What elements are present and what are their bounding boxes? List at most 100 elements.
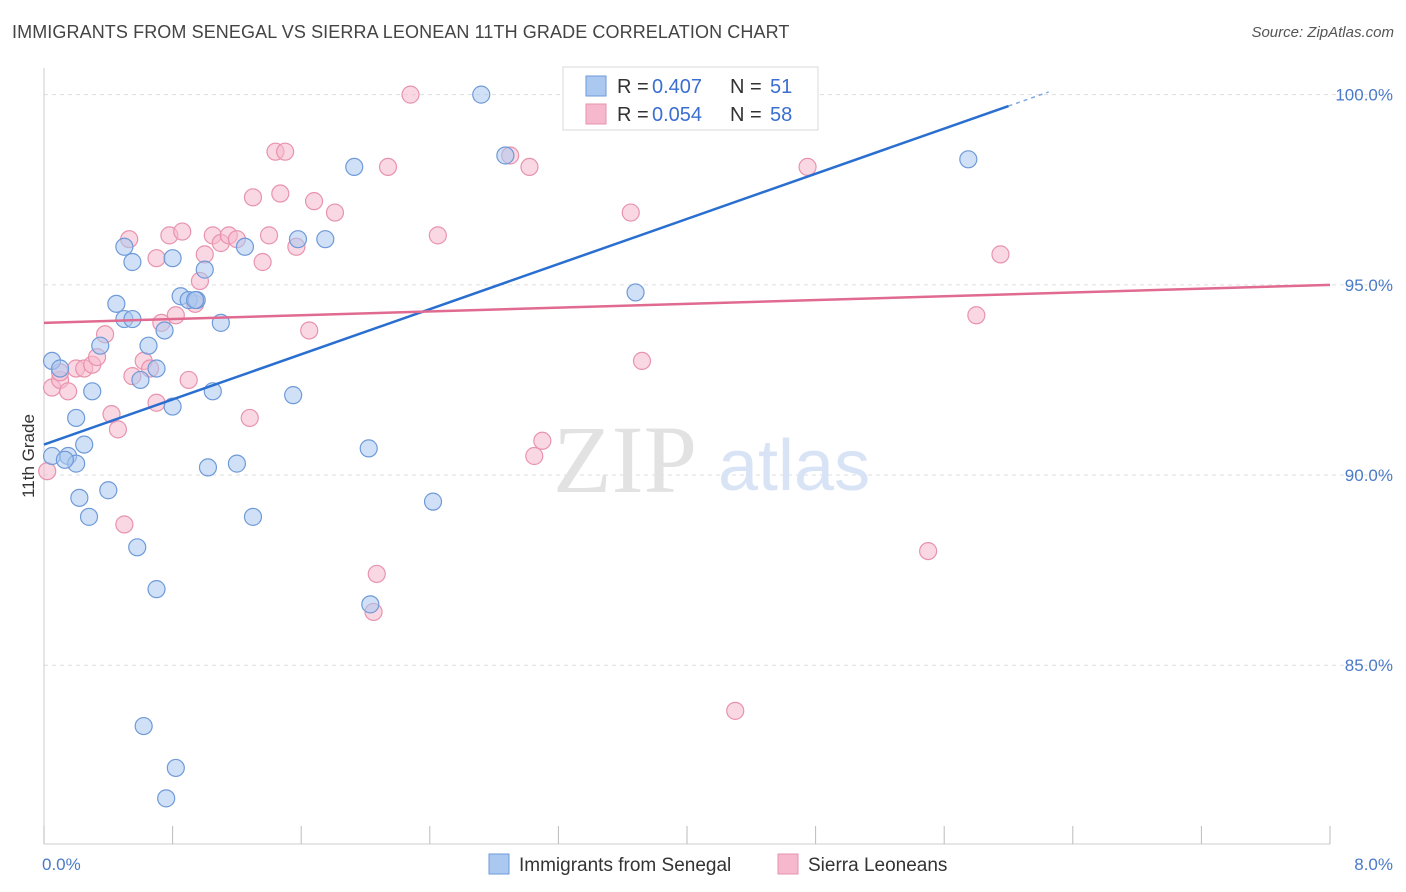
legend-r-label-senegal: R = [617, 76, 649, 98]
sierra-leoneans-point-53 [919, 541, 938, 561]
senegal-point-43 [361, 595, 380, 614]
senegal-point-32 [128, 538, 147, 557]
sierra-leoneans-point-24 [195, 245, 214, 264]
senegal-point-15 [131, 370, 150, 390]
legend-n-label-sierra-leoneans: N = [730, 104, 762, 126]
senegal-point-44 [423, 492, 443, 511]
legend-n-label-senegal: N = [730, 76, 762, 98]
senegal-point-18 [155, 321, 174, 340]
series-legend: Immigrants from Senegal Sierra Leoneans [488, 853, 947, 876]
senegal-point-12 [107, 294, 126, 313]
sierra-leoneans-point-44 [428, 226, 447, 245]
senegal-point-5 [67, 408, 86, 428]
sierra-leoneans-point-35 [276, 142, 295, 161]
sierra-leoneans-point-51 [726, 701, 745, 720]
gridlines [44, 94, 1390, 666]
sierra-leoneans-point-20 [173, 222, 192, 241]
x-tick-label-0: 0.0% [42, 855, 81, 874]
sierra-leoneans-point-30 [243, 188, 263, 207]
chart-title: IMMIGRANTS FROM SENEGAL VS SIERRA LEONEA… [12, 22, 790, 42]
sierra-leoneans-point-52 [798, 157, 817, 177]
y-axis-tick-labels: 100.0% 95.0% 90.0% 85.0% [1335, 86, 1393, 676]
x-axis-ticks [43, 826, 1331, 844]
legend-r-value-senegal: 0.407 [652, 76, 702, 98]
legend-n-value-sierra-leoneans: 58 [770, 104, 792, 126]
watermark: ZIP atlas [553, 406, 870, 513]
senegal-point-42 [359, 439, 378, 458]
senegal-point-39 [288, 230, 308, 249]
sierra-leoneans-point-0 [38, 462, 57, 481]
senegal-point-30 [115, 237, 134, 256]
y-tick-label-2: 90.0% [1345, 466, 1393, 485]
senegal-point-27 [235, 237, 255, 256]
senegal-point-38 [284, 386, 303, 405]
sierra-leoneans-point-47 [525, 446, 544, 466]
senegal-point-29 [123, 252, 142, 272]
x-axis-tick-labels: 0.0% 8.0% [42, 855, 1393, 874]
legend-swatch-sierra-leoneans [585, 103, 607, 125]
senegal-point-49 [186, 290, 205, 310]
sierra-leoneans-point-50 [632, 351, 652, 371]
senegal-trendline-extension [1008, 91, 1049, 107]
senegal-point-6 [83, 382, 102, 401]
senegal-point-7 [75, 435, 94, 454]
senegal-point-26 [227, 454, 246, 473]
trendlines [43, 91, 1331, 446]
senegal-point-19 [163, 397, 182, 416]
sierra-leoneans-point-49 [621, 203, 640, 222]
senegal-point-45 [472, 85, 491, 104]
sierra-leoneans-point-43 [401, 85, 420, 104]
sierra-leoneans-point-19 [166, 306, 185, 325]
senegal-point-31 [163, 249, 182, 268]
sierra-leoneans-point-29 [240, 408, 259, 428]
senegal-point-11 [91, 336, 110, 355]
y-axis-title: 11th Grade [19, 414, 38, 498]
series-legend-swatch-senegal [488, 853, 510, 875]
series-legend-label-sierra-leoneans: Sierra Leoneans [808, 855, 947, 876]
senegal-point-28 [243, 507, 263, 526]
senegal-point-33 [147, 580, 166, 599]
sierra-leoneans-point-56 [147, 249, 166, 268]
source-credit: Source: ZipAtlas.com [1251, 24, 1394, 41]
sierra-leoneans-point-11 [115, 515, 134, 534]
sierra-leoneans-point-21 [179, 370, 198, 390]
senegal-point-40 [316, 230, 335, 249]
sierra-leoneans-point-39 [325, 203, 345, 222]
sierra-leoneans-points [38, 85, 1010, 720]
sierra-leoneans-point-54 [967, 306, 986, 325]
watermark-atlas: atlas [718, 426, 870, 506]
x-tick-label-1: 8.0% [1354, 855, 1393, 874]
senegal-point-9 [79, 507, 99, 526]
senegal-point-50 [55, 450, 74, 469]
senegal-point-48 [959, 150, 978, 169]
sierra-leoneans-point-10 [108, 420, 128, 439]
legend-r-value-sierra-leoneans: 0.054 [652, 104, 702, 126]
senegal-point-16 [139, 336, 158, 355]
sierra-leoneans-point-32 [259, 226, 279, 245]
series-legend-swatch-sierra-leoneans [777, 853, 799, 875]
senegal-point-37 [198, 458, 218, 477]
sierra-leoneans-point-48 [533, 431, 552, 450]
sierra-leoneans-point-3 [59, 382, 78, 401]
senegal-trendline [43, 104, 1009, 446]
senegal-point-46 [496, 146, 515, 165]
sierra-leoneans-point-31 [253, 252, 272, 272]
sierra-leoneans-point-42 [378, 157, 398, 177]
senegal-point-47 [626, 283, 645, 302]
sierra-leoneans-point-37 [300, 321, 319, 340]
senegal-point-1 [50, 359, 70, 378]
senegal-point-41 [345, 157, 364, 177]
legend-swatch-senegal [585, 75, 607, 97]
correlation-legend: R = 0.407 N = 51 R = 0.054 N = 58 [562, 66, 819, 131]
series-legend-label-senegal: Immigrants from Senegal [519, 855, 731, 876]
legend-r-label-sierra-leoneans: R = [617, 104, 649, 126]
sierra-leoneans-trendline [43, 283, 1331, 325]
sierra-leoneans-point-55 [991, 245, 1010, 264]
y-tick-label-3: 85.0% [1345, 656, 1393, 675]
senegal-point-34 [134, 716, 153, 736]
y-tick-label-1: 95.0% [1345, 276, 1393, 295]
senegal-point-10 [99, 481, 118, 500]
senegal-point-35 [166, 758, 185, 778]
sierra-leoneans-point-38 [304, 192, 324, 211]
